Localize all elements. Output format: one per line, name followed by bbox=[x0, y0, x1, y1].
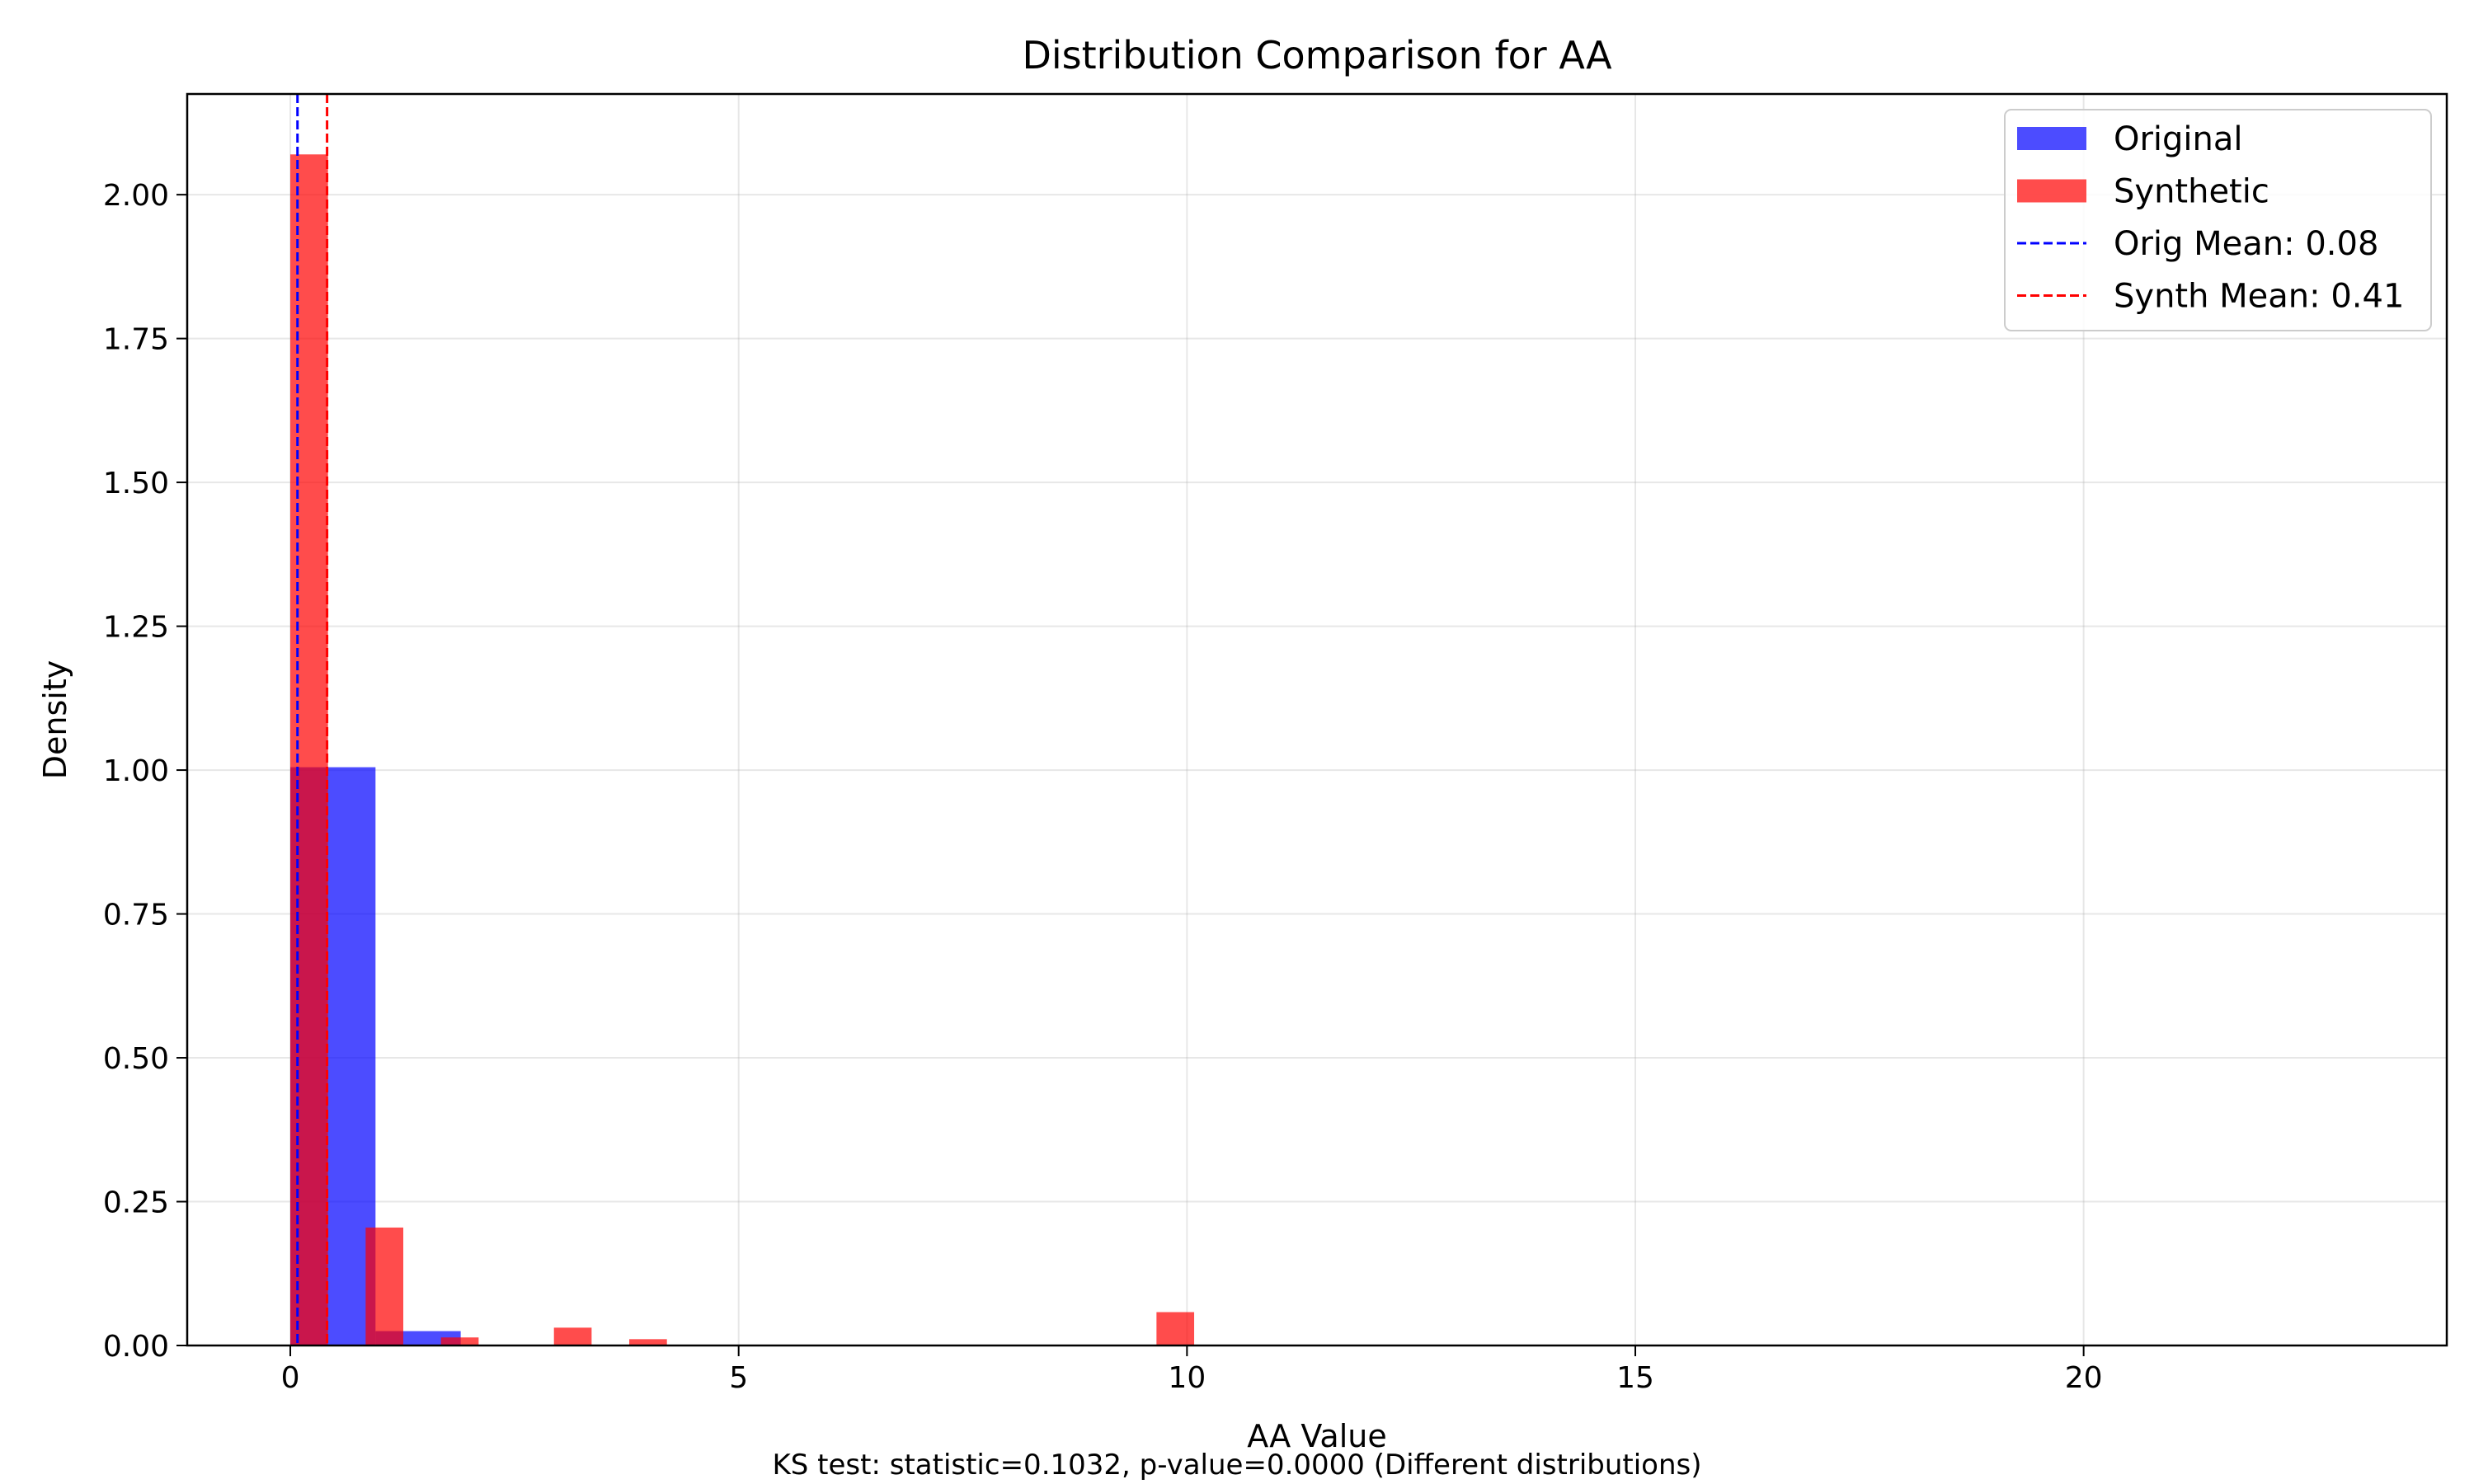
synthetic-histogram-bar bbox=[440, 1337, 479, 1345]
chart-title: Distribution Comparison for AA bbox=[1022, 33, 1612, 77]
synthetic-histogram-bar bbox=[629, 1339, 667, 1345]
x-axis-ticks: 0 5 10 15 20 bbox=[281, 1345, 2103, 1395]
x-tick-label: 10 bbox=[1168, 1361, 1206, 1395]
legend-label: Orig Mean: 0.08 bbox=[2114, 225, 2378, 263]
x-tick-label: 20 bbox=[2065, 1361, 2103, 1395]
y-axis-label: Density bbox=[37, 660, 73, 779]
y-tick-label: 2.00 bbox=[103, 179, 169, 213]
legend: Original Synthetic Orig Mean: 0.08 Synth Me… bbox=[2004, 109, 2432, 331]
y-tick-label: 1.75 bbox=[103, 323, 169, 357]
synthetic-histogram-bar bbox=[1156, 1312, 1195, 1345]
y-tick-label: 0.25 bbox=[103, 1186, 169, 1220]
x-tick-label: 0 bbox=[281, 1361, 300, 1395]
y-tick-label: 0.75 bbox=[103, 899, 169, 932]
mean-lines bbox=[296, 94, 329, 1345]
x-tick-label: 5 bbox=[729, 1361, 748, 1395]
y-tick-label: 0.00 bbox=[103, 1330, 169, 1364]
plot-frame bbox=[186, 92, 2448, 1347]
legend-label: Original bbox=[2114, 120, 2243, 158]
legend-label: Synth Mean: 0.41 bbox=[2114, 278, 2404, 316]
synthetic-histogram-bar bbox=[553, 1327, 592, 1345]
y-tick-label: 1.25 bbox=[103, 611, 169, 645]
y-axis-ticks: 0.00 0.25 0.50 0.75 1.00 1.25 1.50 1.75 2.00 bbox=[103, 179, 187, 1364]
synthetic-histogram-bar bbox=[365, 1227, 404, 1345]
x-axis-label: AA Value bbox=[1247, 1418, 1386, 1454]
synthetic-legend-swatch bbox=[2017, 179, 2086, 203]
x-tick-label: 15 bbox=[1616, 1361, 1654, 1395]
y-tick-label: 0.50 bbox=[103, 1042, 169, 1076]
y-tick-label: 1.50 bbox=[103, 467, 169, 500]
histogram-bars bbox=[290, 154, 1195, 1346]
legend-box bbox=[2004, 109, 2432, 331]
original-legend-swatch bbox=[2017, 127, 2086, 150]
synthetic-histogram-bar bbox=[290, 154, 328, 1346]
legend-label: Synthetic bbox=[2114, 173, 2269, 211]
ks-test-footnote: KS test: statistic=0.1032, p-value=0.000… bbox=[772, 1449, 1702, 1482]
y-tick-label: 1.00 bbox=[103, 754, 169, 788]
